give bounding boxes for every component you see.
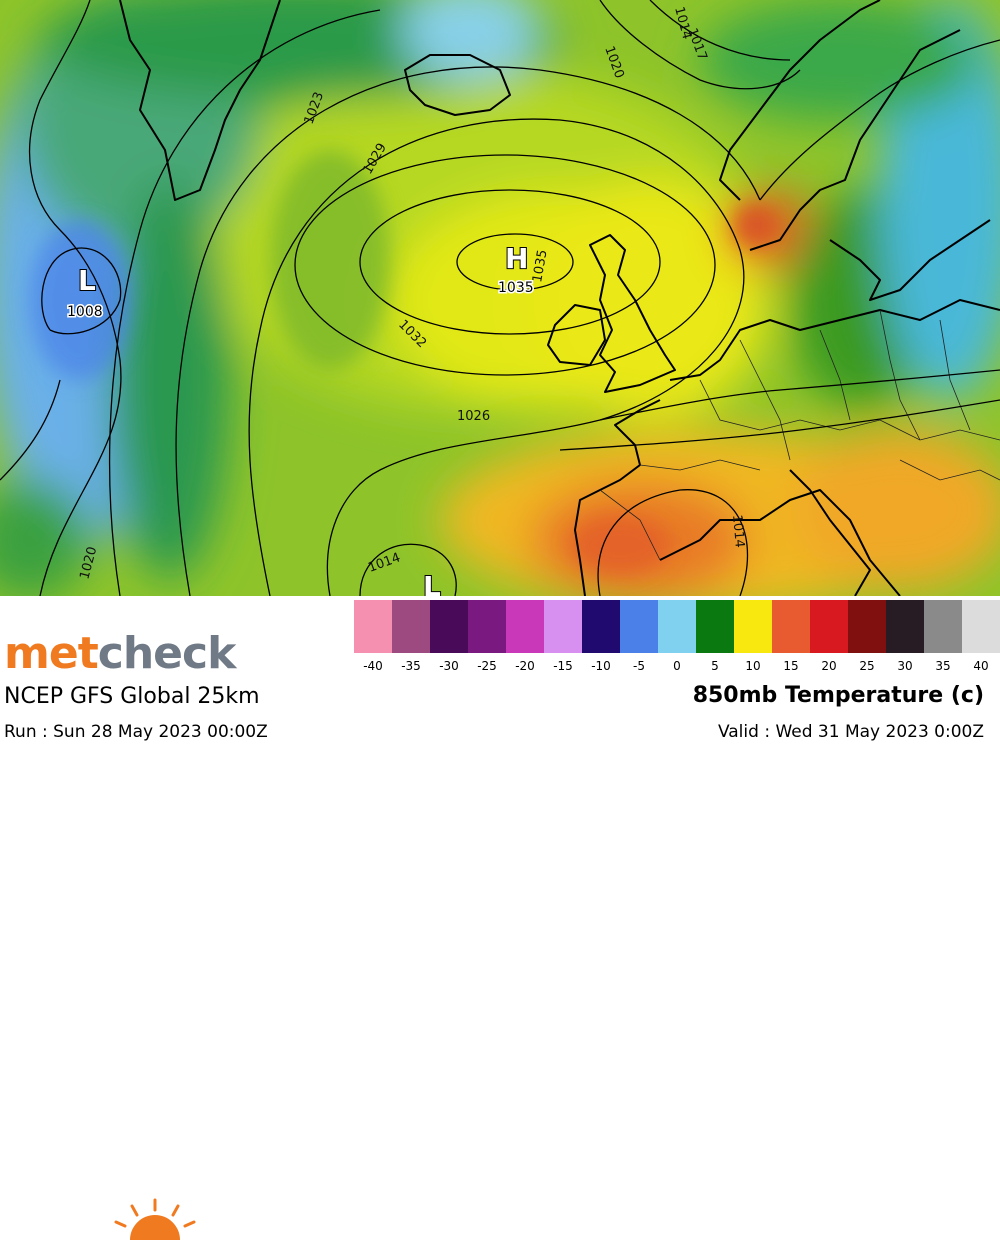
legend-tick-label: 0 [673,659,681,673]
logo-text-check: check [97,628,237,679]
legend-tick-label: 40 [973,659,988,673]
legend-tick-label: -15 [553,659,573,673]
legend-swatch [734,600,772,653]
legend-swatch [544,600,582,653]
valid-time: Valid : Wed 31 May 2023 0:00Z [717,722,984,742]
high-value: 1035 [498,280,534,296]
temperature-field [0,0,1000,596]
legend-swatch [430,600,468,653]
pressure-center-low: L 1008 [66,263,105,322]
legend-tick-label: -20 [515,659,535,673]
legend-swatch [810,600,848,653]
legend-tick-label: -25 [477,659,497,673]
legend-swatch [658,600,696,653]
temperature-map: 1020 1014 1017 1023 1029 1032 1035 1026 … [0,0,1000,596]
legend-swatch [468,600,506,653]
metcheck-logo: metcheck [4,628,237,679]
low-marker: L [78,264,96,297]
color-legend: -40 -35 -30 -25 -20 -15 -10 -5 0 5 10 15 20 25 30 35 40 [354,600,1000,673]
parameter-title: 850mb Temperature (c) [692,683,984,708]
legend-swatch [392,600,430,653]
legend-tick-label: 20 [821,659,836,673]
legend-tick-label: 30 [897,659,912,673]
isobar-label: 1026 [457,409,490,424]
legend-swatch [962,600,1000,653]
low-marker: L [423,570,441,596]
legend-swatch [582,600,620,653]
legend-tick-label: -40 [363,659,383,673]
legend-tick-label: 35 [935,659,950,673]
isobar-label: 1035 [530,248,551,283]
legend-tick-label: 5 [711,659,719,673]
legend-swatch [772,600,810,653]
legend-tick-label: -10 [591,659,611,673]
legend-swatch [886,600,924,653]
pressure-center-low-south: L [422,569,442,596]
low-value: 1008 [67,304,103,320]
legend-tick-label: -5 [633,659,645,673]
coastlines [119,0,1000,596]
run-time: Run : Sun 28 May 2023 00:00Z [4,722,268,742]
legend-swatch [620,600,658,653]
logo-text-met: met [4,628,99,679]
legend-tick-label: -30 [439,659,459,673]
model-name: NCEP GFS Global 25km [4,684,260,709]
logo-sun-icon [114,1198,196,1240]
legend-tick-label: 15 [783,659,798,673]
legend-swatch [696,600,734,653]
high-marker: H [505,242,528,275]
isobar-label: 1014 [729,514,747,548]
isobars [0,0,1000,596]
legend-swatch [848,600,886,653]
legend-tick-label: -35 [401,659,421,673]
legend-swatch [354,600,392,653]
legend-swatch [506,600,544,653]
legend-tick-label: 25 [859,659,874,673]
legend-tick-label: 10 [745,659,760,673]
pressure-center-high: H 1035 [497,241,536,298]
legend-swatch [924,600,962,653]
